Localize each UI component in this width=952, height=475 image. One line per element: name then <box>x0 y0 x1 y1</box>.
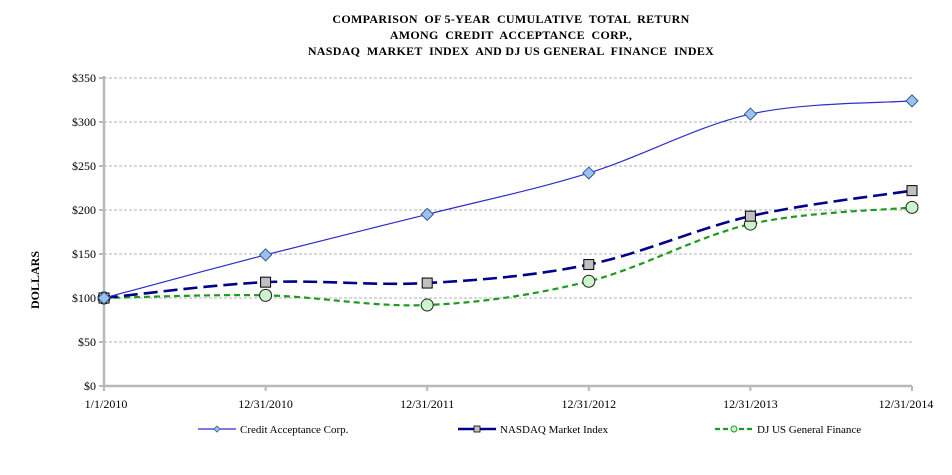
series-line <box>103 206 913 307</box>
square-marker <box>260 276 272 288</box>
legend-label: DJ US General Finance <box>757 424 861 436</box>
chart-title-line-2: AMONG CREDIT ACCEPTANCE CORP., <box>389 28 633 42</box>
y-tick-label: $150 <box>72 247 96 261</box>
x-axis-ticks: 1/1/2010 12/31/2010 12/31/2011 12/31/2012 12… <box>85 386 934 411</box>
diamond-marker <box>97 291 111 305</box>
x-tick-label: 12/31/2013 <box>723 397 778 411</box>
x-tick-label: 12/31/2012 <box>561 397 616 411</box>
y-axis-label: DOLLARS <box>28 251 42 309</box>
diamond-marker <box>420 207 434 222</box>
square-marker <box>421 277 433 289</box>
legend: Credit Acceptance Corp. NASDAQ Market Ind… <box>198 424 861 436</box>
y-tick-label: $250 <box>72 159 96 173</box>
square-marker <box>583 259 595 271</box>
square-marker <box>906 185 918 197</box>
gridlines <box>104 77 912 343</box>
x-tick-label: 12/31/2014 <box>879 397 934 411</box>
series-group <box>97 94 919 312</box>
axes <box>102 76 912 388</box>
legend-label: Credit Acceptance Corp. <box>240 424 349 436</box>
legend-item: NASDAQ Market Index <box>458 424 609 436</box>
diamond-marker <box>582 166 596 180</box>
legend-item: DJ US General Finance <box>715 424 861 436</box>
legend-item: Credit Acceptance Corp. <box>198 424 349 436</box>
square-marker <box>744 210 756 222</box>
series-dj-us-general-finance <box>97 200 919 312</box>
series-nasdaq-market-index <box>98 185 918 304</box>
legend-label: NASDAQ Market Index <box>500 424 609 436</box>
legend-diamond-icon <box>213 425 221 433</box>
y-axis-ticks: $0 $50 $100 $150 $200 $250 $300 $350 <box>72 71 104 393</box>
chart-title-line-3: NASDAQ MARKET INDEX AND DJ US GENERAL FI… <box>307 44 715 58</box>
diamond-marker <box>743 107 758 121</box>
y-tick-label: $350 <box>72 71 96 85</box>
legend-circle-icon <box>730 425 738 433</box>
y-tick-label: $0 <box>84 379 96 393</box>
y-tick-label: $50 <box>78 335 96 349</box>
chart-title: COMPARISON OF 5-YEAR CUMULATIVE TOTAL RE… <box>0 11 952 59</box>
chart-title-line-1: COMPARISON OF 5-YEAR CUMULATIVE TOTAL RE… <box>332 12 690 26</box>
y-tick-label: $200 <box>72 203 96 217</box>
y-tick-label: $100 <box>72 291 96 305</box>
y-tick-label: $300 <box>72 115 96 129</box>
x-tick-label: 12/31/2011 <box>400 397 454 411</box>
x-tick-label: 12/31/2010 <box>238 397 293 411</box>
circle-marker <box>259 288 273 302</box>
diamond-marker <box>258 248 273 262</box>
diamond-marker <box>905 94 919 108</box>
legend-square-icon <box>473 425 481 433</box>
series-credit-acceptance-corp <box>97 94 919 305</box>
circle-marker <box>905 200 919 214</box>
x-tick-label: 1/1/2010 <box>85 397 128 411</box>
series-line <box>103 189 913 300</box>
series-line <box>103 100 913 299</box>
circle-marker <box>420 298 434 312</box>
circle-marker <box>582 274 596 288</box>
